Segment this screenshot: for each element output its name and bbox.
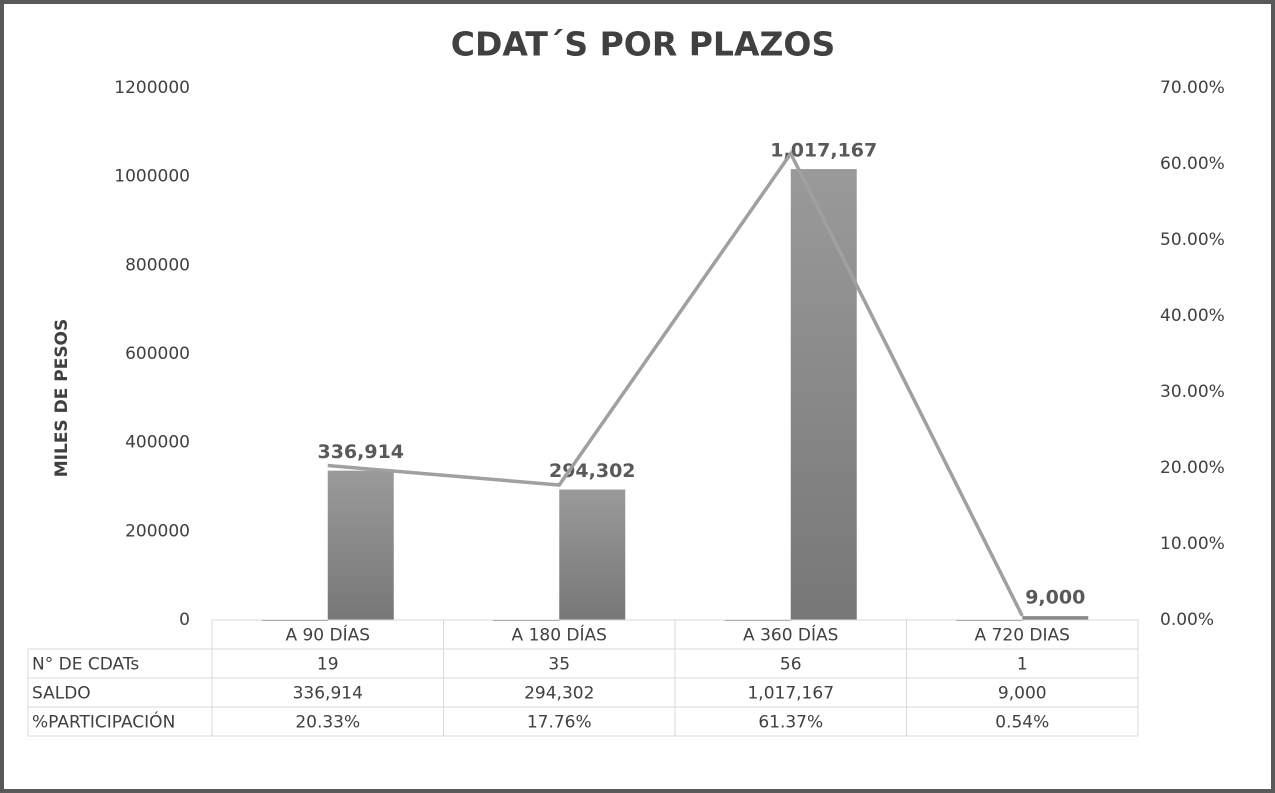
y2-tick-label: 20.00%: [1160, 458, 1225, 478]
y2-tick-label: 10.00%: [1160, 534, 1225, 554]
y-tick-label: 1200000: [114, 78, 190, 98]
y2-tick-label: 0.00%: [1160, 610, 1214, 630]
table-cell: [906, 706, 1139, 737]
bar: [1022, 616, 1089, 620]
bar: [790, 169, 857, 620]
y-tick-label: 800000: [125, 255, 190, 275]
bar: [559, 489, 626, 620]
y-tick-label: 0: [179, 610, 190, 630]
table-value: 1,017,167: [747, 684, 834, 704]
data-label: 9,000: [1025, 587, 1085, 609]
y-tick-label: 600000: [125, 344, 190, 364]
y2-tick-label: 40.00%: [1160, 306, 1225, 326]
data-label: 336,914: [317, 441, 404, 463]
y2-tick-label: 70.00%: [1160, 78, 1225, 98]
table-value: 1: [1017, 655, 1028, 675]
table-value: 0.54%: [995, 713, 1049, 733]
table-row-label: SALDO: [32, 684, 91, 704]
y2-tick-label: 60.00%: [1160, 154, 1225, 174]
data-label: 1,017,167: [770, 140, 877, 162]
table-value: 20.33%: [295, 713, 360, 733]
data-label: 294,302: [549, 460, 636, 482]
y-tick-label: 1000000: [114, 167, 190, 187]
x-tick-label: A 180 DÍAS: [512, 624, 607, 646]
table-value: 17.76%: [527, 713, 592, 733]
table-value: 61.37%: [758, 713, 823, 733]
table-value: 35: [548, 655, 570, 675]
chart-title: CDAT´S POR PLAZOS: [451, 25, 836, 64]
table-value: 294,302: [524, 684, 594, 704]
table-value: 19: [317, 655, 339, 675]
bar: [327, 470, 394, 620]
y-tick-label: 400000: [125, 433, 190, 453]
x-tick-label: A 90 DÍAS: [285, 624, 370, 646]
y2-tick-label: 30.00%: [1160, 382, 1225, 402]
y-axis-label: MILES DE PESOS: [52, 319, 72, 478]
x-tick-label: A 720 DIAS: [975, 626, 1070, 646]
table-row-label: N° DE CDATs: [32, 655, 139, 675]
y-tick-label: 200000: [125, 521, 190, 541]
table-row-label: %PARTICIPACIÓN: [32, 711, 175, 733]
y2-tick-label: 50.00%: [1160, 230, 1225, 250]
line: [327, 150, 1024, 617]
x-tick-label: A 360 DÍAS: [743, 624, 838, 646]
table-value: 56: [780, 655, 802, 675]
table-value: 9,000: [998, 684, 1047, 704]
table-value: 336,914: [293, 684, 363, 704]
